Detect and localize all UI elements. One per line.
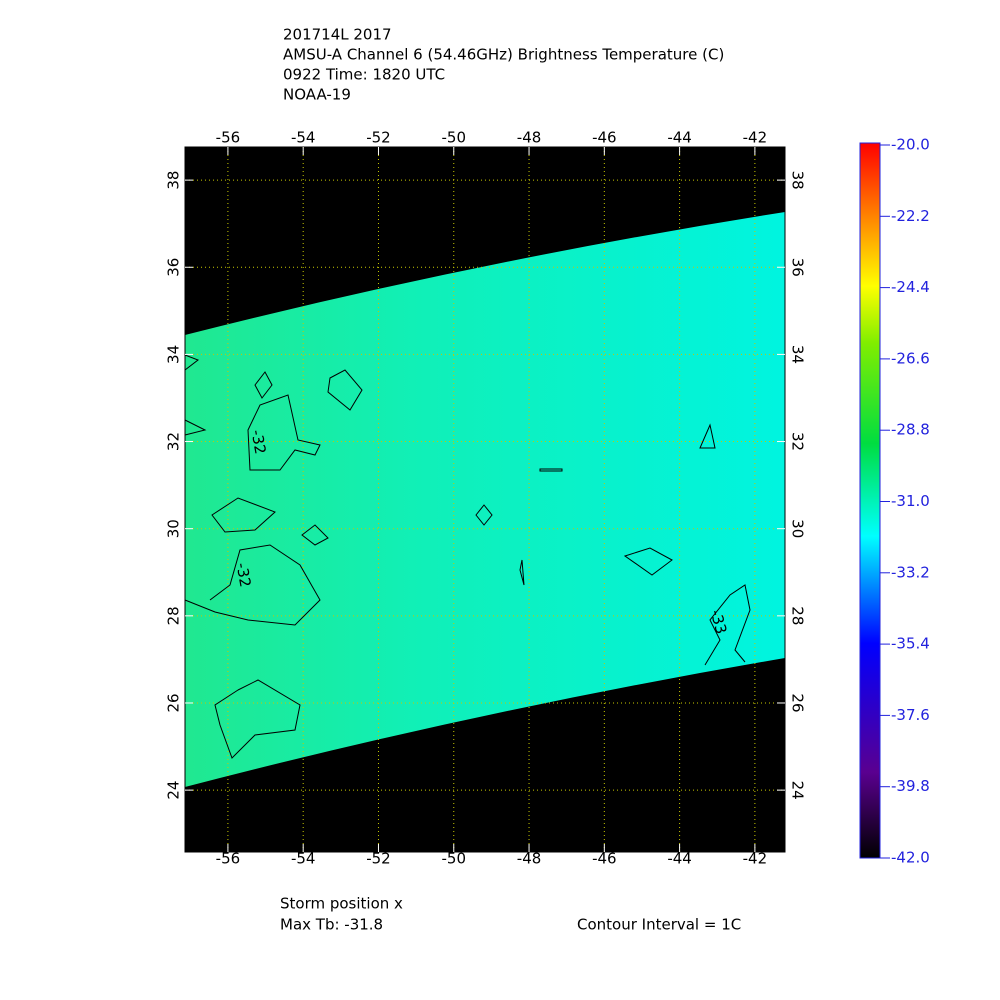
contour <box>301 524 329 546</box>
x-tick-label: -54 <box>291 850 316 868</box>
contour <box>211 497 276 533</box>
colorbar-label: -28.8 <box>891 421 930 439</box>
y-tick-label: 36 <box>789 258 807 277</box>
header-line: AMSU-A Channel 6 (54.46GHz) Brightness T… <box>283 46 724 64</box>
header-line: 201714L 2017 <box>283 26 392 44</box>
x-tick-label: -54 <box>291 129 316 147</box>
contour <box>214 679 301 759</box>
contour <box>623 547 673 576</box>
y-tick-label: 24 <box>165 781 183 800</box>
x-tick-label: -50 <box>442 129 467 147</box>
x-tick-label: -56 <box>216 129 241 147</box>
swath <box>185 212 785 787</box>
grid <box>185 147 785 852</box>
storm-position: Storm position x <box>280 895 403 913</box>
x-tick-label: -42 <box>743 850 768 868</box>
x-tick-label: -50 <box>442 850 467 868</box>
x-tick-label: -52 <box>366 850 391 868</box>
contour <box>699 423 716 449</box>
contour-label: -33 <box>707 608 731 636</box>
y-tick-label: 36 <box>165 258 183 277</box>
contour <box>704 584 751 666</box>
colorbar-label: -26.6 <box>891 349 930 367</box>
contour-label: -32 <box>233 561 255 588</box>
colorbar-label: -31.0 <box>891 492 930 510</box>
x-tick-label: -56 <box>216 850 241 868</box>
colorbar-label: -22.2 <box>891 207 930 225</box>
x-tick-label: -44 <box>667 850 692 868</box>
y-tick-label: 28 <box>789 606 807 625</box>
contour <box>254 371 273 399</box>
y-tick-label: 34 <box>789 345 807 364</box>
y-tick-label: 24 <box>789 781 807 800</box>
max-tb: Max Tb: -31.8 <box>280 916 383 934</box>
colorbar-label: -33.2 <box>891 563 930 581</box>
y-tick-label: 28 <box>165 606 183 625</box>
contour <box>519 468 563 586</box>
x-tick-label: -52 <box>366 129 391 147</box>
contour <box>184 354 207 436</box>
y-tick-label: 38 <box>789 171 807 190</box>
colorbar-label: -39.8 <box>891 777 930 795</box>
contour-interval: Contour Interval = 1C <box>577 916 741 934</box>
x-tick-label: -42 <box>743 129 768 147</box>
y-tick-label: 38 <box>165 171 183 190</box>
x-tick-label: -46 <box>592 129 617 147</box>
colorbar-label: -42.0 <box>891 849 930 867</box>
contour <box>475 504 493 526</box>
contour <box>327 369 363 411</box>
colorbar-label: -24.4 <box>891 278 930 296</box>
y-tick-label: 30 <box>165 519 183 538</box>
map-frame <box>184 146 786 853</box>
x-tick-label: -46 <box>592 850 617 868</box>
contour <box>247 394 321 471</box>
contour-label: -32 <box>248 428 270 455</box>
colorbar: -20.0 -22.2 -24.4 -26.6 -28.8 -31.0 -33.2 -35.4… <box>859 136 930 867</box>
x-tick-label: -44 <box>667 129 692 147</box>
y-tick-label: 26 <box>789 693 807 712</box>
y-tick-label: 32 <box>165 432 183 451</box>
colorbar-label: -37.6 <box>891 706 930 724</box>
header-line: 0922 Time: 1820 UTC <box>283 66 445 84</box>
x-tick-label: -48 <box>517 850 542 868</box>
y-tick-label: 32 <box>789 432 807 451</box>
x-tick-label: -48 <box>517 129 542 147</box>
colorbar-scale <box>859 142 881 859</box>
y-tick-label: 30 <box>789 519 807 538</box>
y-tick-label: 34 <box>165 345 183 364</box>
colorbar-label: -20.0 <box>891 136 930 154</box>
colorbar-label: -35.4 <box>891 635 930 653</box>
header-line: NOAA-19 <box>283 86 351 104</box>
y-tick-label: 26 <box>165 693 183 712</box>
